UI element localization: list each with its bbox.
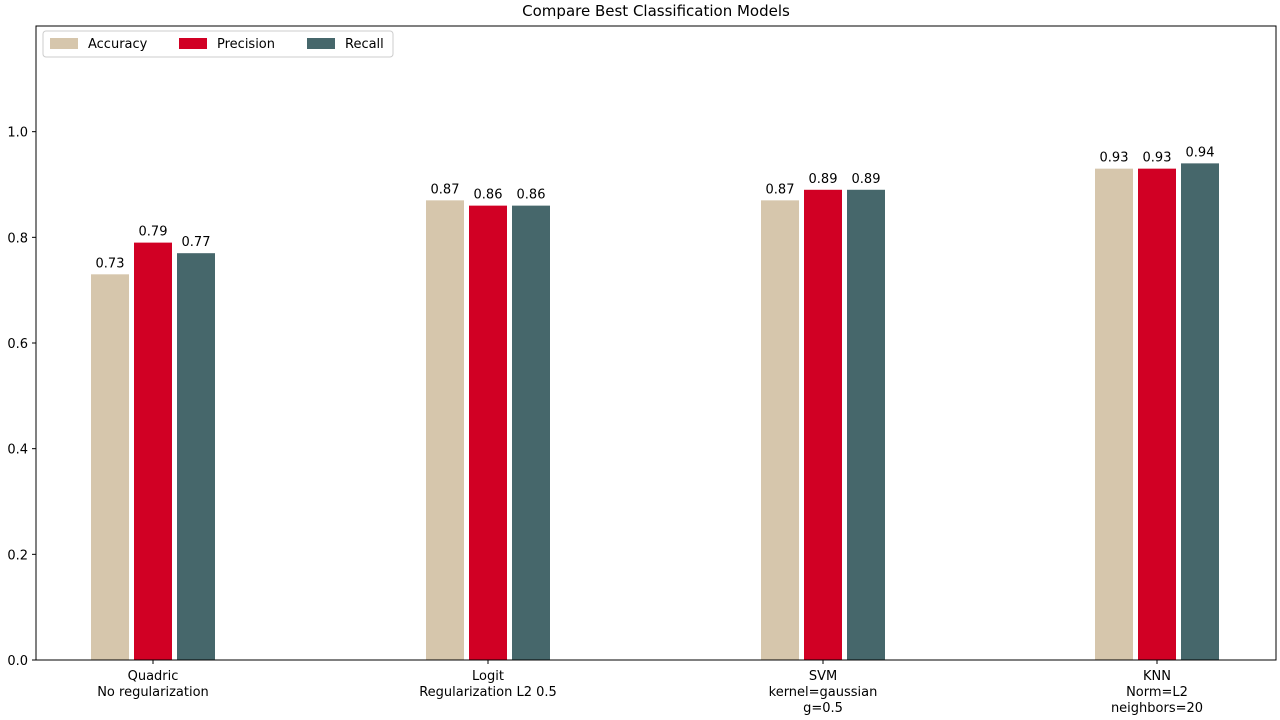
bar-accuracy-2 — [426, 200, 464, 660]
bar-precision-3 — [804, 189, 842, 661]
bar-recall-1 — [177, 253, 215, 660]
legend-swatch-accuracy — [50, 38, 78, 49]
legend: Accuracy Precision Recall — [42, 30, 394, 58]
bar-precision-1 — [134, 242, 172, 660]
x-tick-label: SVM kernel=gaussian g=0.5 — [769, 669, 878, 716]
bar-precision-2 — [469, 205, 507, 660]
bar-recall-3 — [847, 189, 885, 661]
chart-title: Compare Best Classification Models — [522, 2, 790, 20]
legend-label-precision: Precision — [217, 37, 275, 52]
y-tick-label: 1.0 — [7, 126, 28, 141]
x-tick-label: KNN Norm=L2 neighbors=20 — [1111, 669, 1203, 716]
data-label-precision-3: 0.89 — [809, 172, 838, 187]
bars-layer — [91, 163, 1219, 661]
data-label-recall-1: 0.77 — [182, 235, 211, 250]
bar-accuracy-3 — [761, 200, 799, 660]
data-labels-layer: 0.73 0.79 0.77 0.87 0.86 0.86 0.87 0.89 0.89 0.93… — [96, 145, 1215, 271]
y-tick-label: 0.8 — [7, 231, 28, 246]
bar-accuracy-4 — [1095, 168, 1133, 660]
plot-frame — [35, 25, 1277, 661]
bar-recall-4 — [1181, 163, 1219, 660]
y-tick-label: 0.4 — [7, 443, 28, 458]
data-label-accuracy-2: 0.87 — [431, 182, 460, 197]
data-label-recall-4: 0.94 — [1186, 145, 1215, 160]
y-tick-label: 0.6 — [7, 337, 28, 352]
bar-accuracy-1 — [91, 274, 129, 660]
data-label-recall-3: 0.89 — [852, 172, 881, 187]
bar-precision-4 — [1138, 168, 1176, 660]
axes-layer: 0.0 0.2 0.4 0.6 0.8 1.0 Quadric No regularizati… — [7, 25, 1277, 716]
x-tick-label: Quadric No regularization — [97, 669, 209, 700]
x-tick-label: Logit Regularization L2 0.5 — [419, 669, 557, 700]
data-label-recall-2: 0.86 — [517, 188, 546, 203]
data-label-accuracy-4: 0.93 — [1100, 151, 1129, 166]
legend-box — [42, 30, 394, 58]
legend-swatch-precision — [179, 38, 207, 49]
data-label-precision-1: 0.79 — [139, 225, 168, 240]
legend-label-recall: Recall — [345, 37, 384, 52]
data-label-accuracy-1: 0.73 — [96, 256, 125, 271]
data-label-accuracy-3: 0.87 — [766, 182, 795, 197]
data-label-precision-4: 0.93 — [1143, 151, 1172, 166]
legend-swatch-recall — [307, 38, 335, 49]
y-tick-label: 0.0 — [7, 654, 28, 669]
legend-label-accuracy: Accuracy — [88, 37, 148, 52]
bar-recall-2 — [512, 205, 550, 660]
y-tick-label: 0.2 — [7, 548, 28, 563]
data-label-precision-2: 0.86 — [474, 188, 503, 203]
